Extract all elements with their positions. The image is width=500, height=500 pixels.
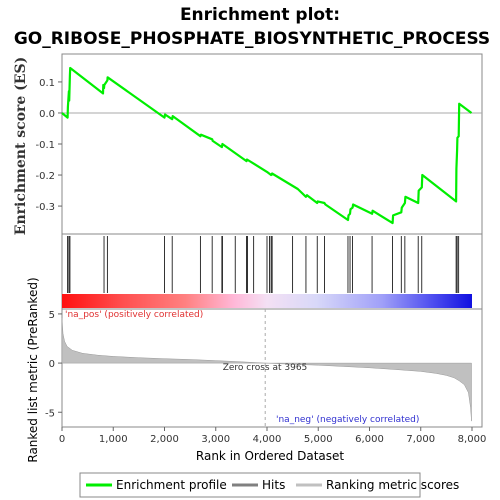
rank-heat-bar: [62, 294, 472, 308]
es-y-tick-label: 0.1: [39, 78, 55, 89]
metric-y-tick-label: 5: [49, 310, 55, 321]
x-axis-label: Rank in Ordered Dataset: [196, 449, 344, 463]
enrichment-profile-line: [61, 66, 473, 225]
legend-metric-label: Ranking metric scores: [326, 478, 459, 492]
x-tick-label: 5,000: [304, 434, 333, 445]
x-tick-label: 8,000: [458, 434, 487, 445]
legend-hits-label: Hits: [262, 478, 285, 492]
x-tick-label: 1,000: [99, 434, 128, 445]
es-y-tick-label: -0.1: [35, 140, 55, 151]
es-y-tick-label: 0.0: [39, 109, 55, 120]
metric-layer: 5 0 -5 0 1,000 2,000 3,000 4,000 5,000 6,000 7,000…: [45, 309, 486, 445]
title-line-1: Enrichment plot:: [180, 5, 340, 25]
legend-enrichment-label: Enrichment profile: [116, 478, 227, 492]
x-tick-label: 4,000: [253, 434, 282, 445]
x-tick-label: 6,000: [355, 434, 384, 445]
x-tick-label: 3,000: [201, 434, 230, 445]
es-layer: 0.1 0.0 -0.1 -0.2 -0.3: [35, 66, 482, 225]
x-tick-label: 0: [59, 434, 65, 445]
metric-y-tick-label: 0: [49, 359, 55, 370]
zero-cross-label: Zero cross at 3965: [223, 363, 308, 373]
es-panel: [61, 53, 483, 235]
title-line-2: GO_RIBOSE_PHOSPHATE_BIOSYNTHETIC_PROCESS: [14, 29, 490, 49]
hits-layer: [67, 236, 460, 293]
pos-correlated-label: 'na_pos' (positively correlated): [65, 310, 203, 320]
ranked-metric-area: [61, 317, 472, 422]
metric-y-axis-label: Ranked list metric (PreRanked): [26, 277, 40, 462]
es-y-tick-label: -0.3: [35, 202, 55, 213]
x-tick-label: 2,000: [150, 434, 179, 445]
es-y-axis-label: Enrichment score (ES): [13, 57, 29, 235]
metric-y-tick-label: -5: [45, 408, 55, 419]
x-tick-label: 7,000: [406, 434, 435, 445]
neg-correlated-label: 'na_neg' (negatively correlated): [276, 415, 419, 425]
es-y-tick-label: -0.2: [35, 171, 55, 182]
